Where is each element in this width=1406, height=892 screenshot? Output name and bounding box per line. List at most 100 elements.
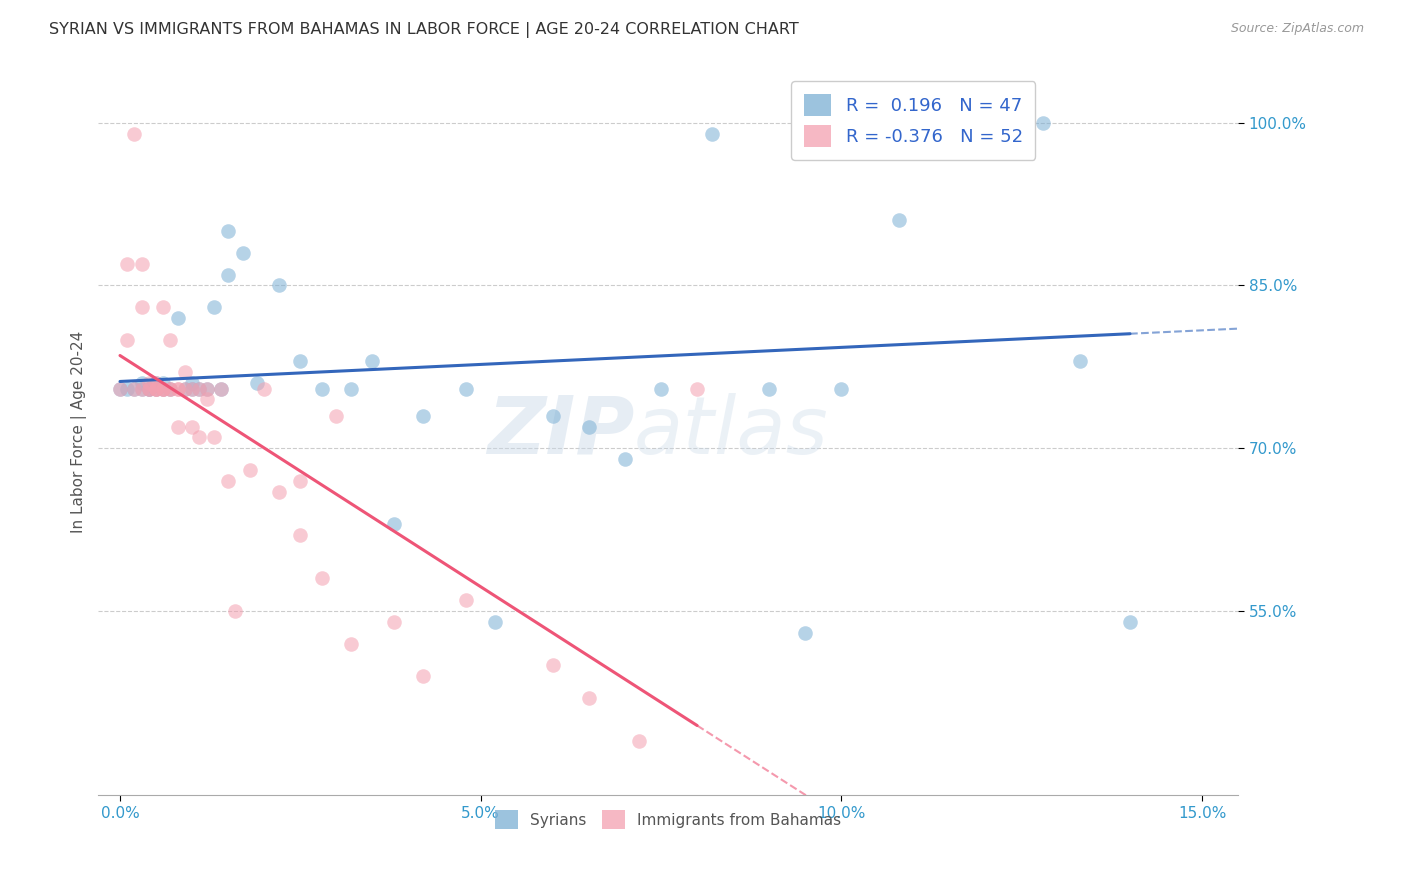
Point: [290, 528, 312, 542]
Point: [138, 382, 160, 396]
Point: [484, 615, 506, 629]
Point: [202, 430, 225, 444]
Point: [188, 430, 211, 444]
Point: [830, 382, 852, 396]
Point: [145, 382, 167, 396]
Point: [614, 452, 637, 467]
Point: [152, 382, 174, 396]
Point: [412, 409, 434, 423]
Point: [361, 354, 384, 368]
Point: [159, 382, 181, 396]
Point: [124, 127, 146, 141]
Point: [325, 409, 347, 423]
Point: [152, 300, 174, 314]
Point: [166, 382, 188, 396]
Y-axis label: In Labor Force | Age 20-24: In Labor Force | Age 20-24: [72, 331, 87, 533]
Point: [131, 382, 153, 396]
Point: [108, 382, 131, 396]
Point: [188, 382, 211, 396]
Point: [181, 382, 204, 396]
Point: [188, 382, 211, 396]
Point: [138, 376, 160, 391]
Point: [145, 382, 167, 396]
Point: [174, 382, 197, 396]
Point: [224, 604, 246, 618]
Point: [217, 474, 239, 488]
Point: [131, 376, 153, 391]
Point: [124, 382, 146, 396]
Point: [195, 382, 218, 396]
Point: [174, 365, 197, 379]
Point: [152, 382, 174, 396]
Point: [124, 382, 146, 396]
Point: [456, 593, 478, 607]
Point: [578, 419, 600, 434]
Point: [290, 354, 312, 368]
Point: [145, 382, 167, 396]
Point: [152, 382, 174, 396]
Point: [1069, 354, 1091, 368]
Point: [152, 382, 174, 396]
Point: [686, 382, 709, 396]
Point: [209, 382, 232, 396]
Point: [195, 382, 218, 396]
Point: [938, 116, 960, 130]
Point: [145, 382, 167, 396]
Point: [166, 382, 188, 396]
Point: [311, 571, 333, 585]
Point: [108, 382, 131, 396]
Point: [152, 376, 174, 391]
Point: [131, 257, 153, 271]
Point: [628, 734, 651, 748]
Point: [541, 658, 564, 673]
Point: [382, 615, 405, 629]
Point: [202, 300, 225, 314]
Point: [578, 690, 600, 705]
Point: [131, 300, 153, 314]
Point: [115, 333, 138, 347]
Point: [253, 382, 276, 396]
Point: [412, 669, 434, 683]
Point: [239, 463, 262, 477]
Point: [382, 517, 405, 532]
Point: [650, 382, 672, 396]
Point: [1119, 615, 1142, 629]
Point: [232, 246, 254, 260]
Point: [145, 376, 167, 391]
Point: [166, 419, 188, 434]
Point: [340, 636, 363, 650]
Point: [181, 376, 204, 391]
Text: ZIP: ZIP: [486, 393, 634, 471]
Point: [115, 382, 138, 396]
Point: [267, 278, 290, 293]
Point: [311, 382, 333, 396]
Point: [456, 382, 478, 396]
Point: [758, 382, 780, 396]
Point: [1032, 116, 1054, 130]
Point: [217, 268, 239, 282]
Point: [246, 376, 269, 391]
Point: [889, 213, 911, 227]
Text: atlas: atlas: [634, 393, 830, 471]
Point: [209, 382, 232, 396]
Point: [195, 392, 218, 407]
Text: SYRIAN VS IMMIGRANTS FROM BAHAMAS IN LABOR FORCE | AGE 20-24 CORRELATION CHART: SYRIAN VS IMMIGRANTS FROM BAHAMAS IN LAB…: [49, 22, 799, 38]
Point: [138, 382, 160, 396]
Point: [159, 382, 181, 396]
Point: [217, 224, 239, 238]
Point: [340, 382, 363, 396]
Point: [181, 419, 204, 434]
Point: [181, 382, 204, 396]
Point: [138, 382, 160, 396]
Point: [290, 474, 312, 488]
Text: Source: ZipAtlas.com: Source: ZipAtlas.com: [1230, 22, 1364, 36]
Legend: Syrians, Immigrants from Bahamas: Syrians, Immigrants from Bahamas: [489, 805, 848, 835]
Point: [267, 484, 290, 499]
Point: [145, 376, 167, 391]
Point: [115, 257, 138, 271]
Point: [174, 382, 197, 396]
Point: [166, 311, 188, 326]
Point: [138, 382, 160, 396]
Point: [700, 127, 723, 141]
Point: [131, 382, 153, 396]
